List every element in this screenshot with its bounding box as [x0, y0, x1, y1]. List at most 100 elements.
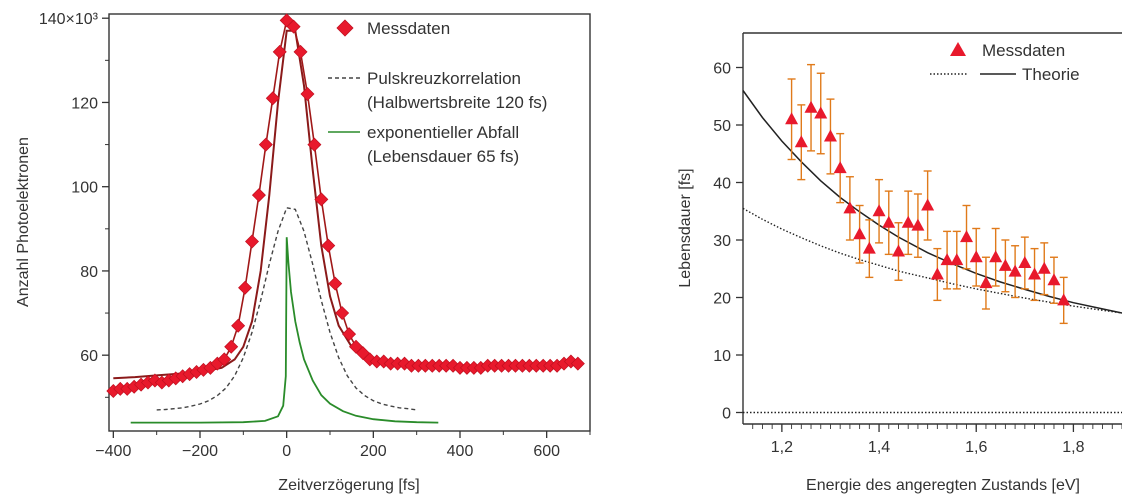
data-point	[231, 318, 246, 333]
data-point	[960, 204, 974, 270]
x-tick-label: −200	[182, 443, 218, 460]
data-point	[794, 104, 808, 181]
triangle-marker	[853, 227, 867, 240]
data-point	[321, 238, 336, 253]
data-point	[328, 276, 343, 291]
data-point	[349, 339, 363, 354]
data-point	[1028, 247, 1042, 302]
data-point	[843, 176, 857, 241]
triangle-marker	[1047, 273, 1061, 286]
triangle-marker	[872, 204, 886, 217]
triangle-marker	[1008, 264, 1022, 277]
y-tick-label: 30	[713, 233, 731, 250]
data-point	[1047, 256, 1061, 304]
axis-ticks: 1,2 1,4 1,6 1,8 0 10 20 30 40 50 60	[713, 61, 1122, 456]
triangle-marker	[940, 253, 954, 266]
y-tick-label: 80	[80, 264, 98, 281]
triangle-marker	[930, 267, 944, 280]
series-group	[742, 63, 1122, 414]
legend-label-exponential-2: (Lebensdauer 65 fs)	[367, 147, 519, 166]
triangle-marker	[1028, 267, 1042, 280]
data-point	[342, 327, 357, 342]
series-line-theory-solid	[742, 90, 1122, 314]
data-point	[258, 137, 273, 152]
triangle-marker	[785, 112, 799, 125]
data-point	[833, 132, 847, 204]
chart-lifetime: 1,2 1,4 1,6 1,8 0 10 20 30 40 50 60 Messdaten Theo…	[677, 32, 1122, 494]
triangle-marker	[921, 198, 935, 211]
data-point	[969, 227, 983, 287]
legend-marker-measured	[336, 19, 354, 37]
x-tick-label: 1,2	[771, 439, 793, 456]
triangle-marker	[998, 258, 1012, 271]
triangle-marker	[979, 276, 993, 289]
legend: Messdaten Theorie	[930, 41, 1080, 84]
legend-marker-measured	[950, 42, 966, 56]
data-point	[853, 204, 867, 264]
x-tick-label: 0	[282, 443, 291, 460]
chart-time-delay: −400 −200 0 200 400 600 60 80 100 120 140×10³ Mess…	[15, 11, 591, 494]
x-tick-label: −400	[95, 443, 131, 460]
y-tick-label: 60	[713, 61, 731, 78]
data-point	[862, 219, 876, 279]
data-point	[1018, 236, 1032, 290]
triangle-marker	[843, 201, 857, 214]
data-point	[872, 178, 886, 244]
triangle-marker	[823, 129, 837, 142]
data-point	[1037, 242, 1051, 296]
data-point	[998, 239, 1012, 293]
data-point	[921, 170, 935, 241]
data-point	[911, 193, 925, 258]
legend-label-exponential-1: exponentieller Abfall	[367, 123, 519, 142]
y-tick-label: 120	[71, 95, 98, 112]
data-point	[251, 188, 266, 203]
data-point	[950, 230, 964, 290]
data-point	[1057, 276, 1071, 325]
data-point	[1008, 245, 1022, 299]
x-tick-label: 1,6	[965, 439, 987, 456]
data-point	[804, 63, 818, 152]
data-point	[300, 87, 315, 102]
x-tick-label: 1,4	[868, 439, 890, 456]
triangle-marker	[862, 241, 876, 254]
legend: Messdaten Pulskreuzkorrelation (Halbwert…	[328, 19, 547, 166]
data-point	[930, 247, 944, 302]
triangle-marker	[804, 100, 818, 113]
y-axis-title: Anzahl Photoelektronen	[15, 137, 32, 307]
data-point	[989, 227, 1003, 287]
axis-ticks: −400 −200 0 200 400 600 60 80 100 120 140×10³	[39, 11, 591, 460]
data-point	[279, 13, 294, 28]
y-tick-label: 20	[713, 291, 731, 308]
data-point	[814, 72, 828, 155]
x-axis-title: Zeitverzögerung [fs]	[278, 477, 419, 494]
legend-label-cross-correlation-2: (Halbwertsbreite 120 fs)	[367, 93, 547, 112]
x-axis-title: Energie des angeregten Zustands [eV]	[806, 477, 1080, 494]
x-tick-label: 600	[533, 443, 560, 460]
series-line-cross-correlation	[156, 207, 417, 411]
y-tick-label: 60	[80, 348, 98, 365]
legend-label-measured: Messdaten	[982, 41, 1065, 60]
triangle-marker	[1037, 261, 1051, 274]
triangle-marker	[989, 250, 1003, 263]
data-point	[901, 190, 915, 256]
y-tick-label: 100	[71, 180, 98, 197]
y-tick-label: 50	[713, 118, 731, 135]
triangle-marker	[833, 161, 847, 174]
triangle-marker	[814, 106, 828, 119]
data-point	[314, 192, 329, 207]
x-tick-label: 1,8	[1062, 439, 1084, 456]
data-point	[570, 356, 585, 371]
y-tick-label: 140×10³	[39, 11, 99, 28]
data-point	[272, 44, 287, 59]
triangle-marker	[960, 230, 974, 243]
data-point	[823, 98, 837, 175]
y-axis-title: Lebensdauer [fs]	[677, 168, 694, 287]
triangle-marker	[901, 215, 915, 228]
triangle-marker	[950, 253, 964, 266]
data-point	[891, 222, 905, 281]
data-point	[224, 339, 239, 354]
plot-frame	[108, 13, 591, 432]
data-point	[940, 230, 954, 290]
data-point	[217, 352, 232, 367]
